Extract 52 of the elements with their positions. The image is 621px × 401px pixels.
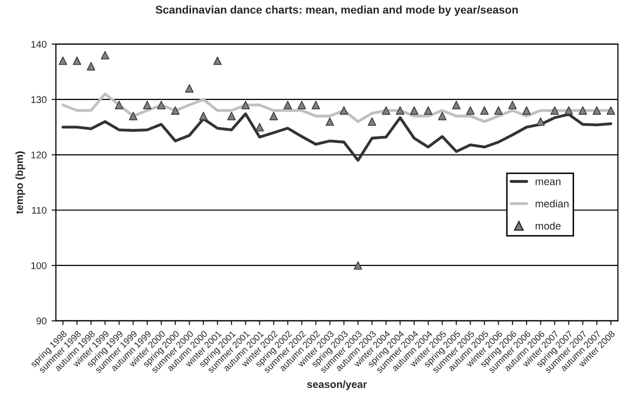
point: [213, 56, 222, 65]
point: [410, 106, 418, 115]
point: [578, 106, 587, 115]
y-tick-label: 90: [36, 318, 46, 324]
legend-label: median: [536, 200, 569, 208]
point: [606, 106, 616, 115]
point: [269, 112, 278, 120]
point: [283, 100, 292, 110]
point: [522, 106, 531, 115]
point: [171, 106, 180, 115]
point: [466, 106, 475, 115]
point: [312, 100, 320, 110]
point: [536, 117, 545, 126]
point: [298, 100, 306, 110]
point: [326, 117, 334, 126]
point: [396, 106, 404, 115]
point: [100, 50, 110, 60]
point: [142, 100, 152, 110]
point: [185, 84, 194, 93]
point: [255, 122, 264, 132]
x-axis-title: season/year: [307, 380, 367, 390]
point: [72, 56, 82, 65]
legend-label: mode: [536, 222, 561, 230]
y-tick-label: 110: [32, 206, 46, 214]
point: [592, 106, 602, 115]
point: [128, 112, 138, 120]
point: [340, 106, 348, 115]
point: [58, 56, 68, 65]
y-tick-label: 140: [31, 40, 46, 48]
point: [241, 100, 250, 110]
point: [494, 106, 503, 115]
point: [424, 106, 432, 115]
y-axis-title: tempo (bpm): [15, 151, 26, 214]
point: [114, 100, 124, 110]
point: [157, 100, 166, 110]
y-tick-label: 120: [31, 152, 46, 158]
point: [368, 117, 376, 126]
point: [550, 106, 559, 115]
point: [227, 112, 236, 120]
point: [199, 112, 208, 120]
point: [452, 100, 461, 110]
point: [438, 112, 446, 120]
legend-label: mean: [536, 179, 560, 186]
chart-title: Scandinavian dance charts: mean, median and mode by year/season: [156, 6, 518, 16]
y-tick-label: 130: [31, 96, 46, 104]
point: [564, 106, 573, 115]
point: [508, 100, 517, 110]
y-tick-label: 100: [31, 262, 46, 270]
point: [382, 106, 390, 115]
point: [480, 106, 489, 115]
point: [86, 62, 96, 70]
point: [354, 261, 362, 270]
